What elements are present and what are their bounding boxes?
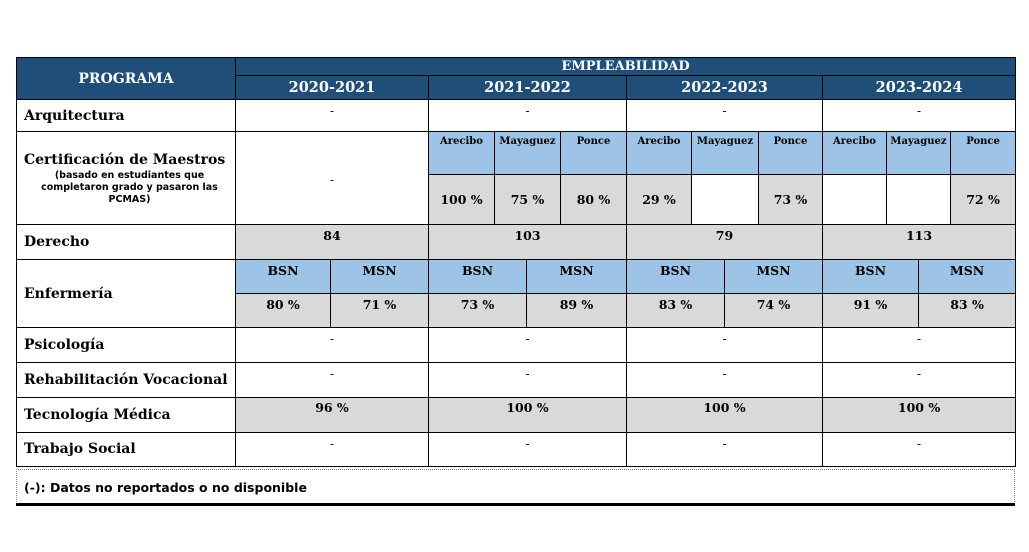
value-cell: 79: [626, 224, 823, 261]
value-cell: 84: [235, 224, 429, 261]
value-cell: -: [428, 326, 627, 363]
campus-label: Arecibo: [822, 131, 887, 176]
program-name: Certificación de Maestros: [24, 152, 226, 169]
campus-label: Arecibo: [626, 131, 692, 176]
program-name: Rehabilitación Vocacional: [16, 361, 236, 398]
degree-label: MSN: [526, 259, 627, 294]
value-cell: 83 %: [626, 292, 725, 328]
table-row: 80 % 71 % 73 % 89 % 83 % 74 % 91 % 83 %: [17, 292, 1017, 328]
value-cell: -: [235, 431, 429, 468]
value-cell: 103: [428, 224, 627, 261]
degree-label: MSN: [330, 259, 429, 294]
year-header-2023: 2023-2024: [821, 75, 1017, 101]
degree-label: BSN: [822, 259, 919, 294]
employability-header: EMPLEABILIDAD: [234, 56, 1017, 77]
campus-label: Mayaguez: [886, 131, 951, 176]
value-cell: -: [626, 431, 823, 468]
year-header-2020: 2020-2021: [235, 75, 429, 101]
value-cell: -: [428, 431, 627, 468]
value-cell: 100 %: [626, 396, 823, 433]
degree-label: MSN: [724, 259, 823, 294]
value-cell: -: [626, 99, 823, 133]
degree-label: MSN: [917, 259, 1017, 294]
program-name: Trabajo Social: [16, 431, 236, 468]
value-cell: -: [626, 326, 823, 363]
campus-label: Mayaguez: [494, 131, 561, 176]
value-cell: 73 %: [758, 174, 823, 226]
table-row: 100 % 75 % 80 % 29 % 73 % 72 %: [17, 174, 1017, 226]
table-row: Derecho 84 103 79 113: [16, 224, 1017, 261]
degree-label: BSN: [428, 259, 527, 294]
value-cell: -: [821, 431, 1017, 468]
value-cell: 72 %: [949, 174, 1017, 226]
employability-table: PROGRAMA EMPLEABILIDAD 2020-2021 2021-20…: [16, 56, 1017, 468]
program-name: Arquitectura: [16, 99, 236, 133]
campus-label: Mayaguez: [691, 131, 759, 176]
value-cell: 91 %: [822, 292, 919, 328]
value-cell: 74 %: [724, 292, 823, 328]
degree-label: BSN: [626, 259, 725, 294]
value-cell: 29 %: [626, 174, 692, 226]
value-cell: -: [626, 361, 823, 398]
table-row: Arquitectura - - - -: [16, 99, 1017, 133]
table-row: Certificación de Maestros (basado en est…: [16, 131, 1017, 226]
program-name: Tecnología Médica: [16, 396, 236, 433]
table-row: Enfermería BSN MSN BSN MSN BSN MSN BSN M…: [16, 259, 1017, 328]
value-cell: 80 %: [235, 292, 331, 328]
value-cell: [691, 174, 759, 226]
value-cell: 80 %: [560, 174, 627, 226]
value-cell: [822, 174, 887, 226]
campus-label: Ponce: [758, 131, 823, 176]
value-cell: 71 %: [330, 292, 429, 328]
year-header-2022: 2022-2023: [626, 75, 823, 101]
value-cell: -: [235, 99, 429, 133]
degree-label: BSN: [235, 259, 331, 294]
table-row: Tecnología Médica 96 % 100 % 100 % 100 %: [16, 396, 1017, 433]
value-cell: -: [821, 99, 1017, 133]
value-cell: 89 %: [526, 292, 627, 328]
value-cell: -: [428, 361, 627, 398]
value-cell: 100 %: [428, 396, 627, 433]
value-cell: -: [821, 326, 1017, 363]
program-note: (basado en estudiantes que completaron g…: [41, 170, 218, 206]
value-cell: 113: [821, 224, 1017, 261]
value-cell: 73 %: [428, 292, 527, 328]
program-name: Psicología: [16, 326, 236, 363]
value-cell: [886, 174, 951, 226]
value-cell: 100 %: [821, 396, 1017, 433]
footnote-box: (-): Datos no reportados o no disponible: [16, 469, 1015, 504]
year-header-2021: 2021-2022: [428, 75, 627, 101]
value-cell: -: [235, 361, 429, 398]
value-cell: -: [428, 99, 627, 133]
value-cell: 75 %: [494, 174, 561, 226]
campus-label: Ponce: [560, 131, 627, 176]
value-cell: 96 %: [235, 396, 429, 433]
value-cell: -: [235, 131, 429, 226]
table-row: Psicología - - - -: [16, 326, 1017, 363]
campus-label: Arecibo: [428, 131, 495, 176]
value-cell: -: [235, 326, 429, 363]
value-cell: -: [821, 361, 1017, 398]
value-cell: 100 %: [428, 174, 495, 226]
footnote: (-): Datos no reportados o no disponible: [24, 480, 307, 495]
bottom-rule: [16, 503, 1015, 506]
program-name: Enfermería: [16, 259, 236, 328]
campus-label: Ponce: [949, 131, 1017, 176]
program-name: Derecho: [16, 224, 236, 261]
table-row: Trabajo Social - - - -: [16, 431, 1017, 468]
value-cell: 83 %: [917, 292, 1017, 328]
program-header: PROGRAMA: [16, 56, 236, 101]
table-row: Rehabilitación Vocacional - - - -: [16, 361, 1017, 398]
program-name-cell: Certificación de Maestros (basado en est…: [16, 131, 236, 226]
